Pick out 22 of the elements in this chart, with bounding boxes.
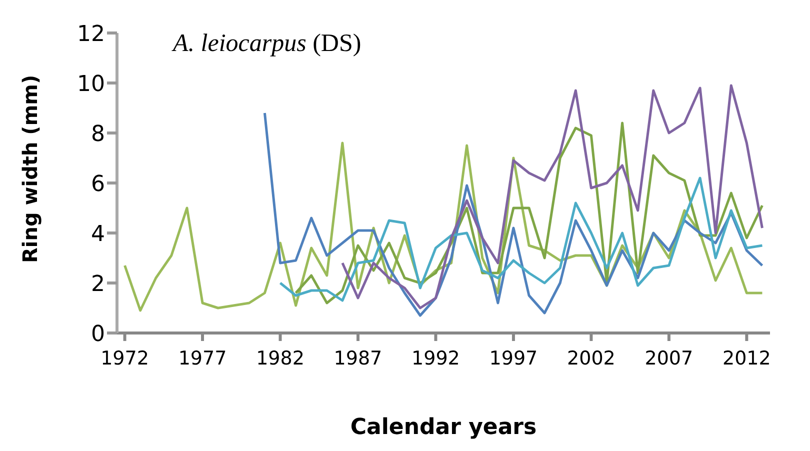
y-tick-label: 10 <box>77 72 105 97</box>
x-tick-label: 2012 <box>722 347 771 370</box>
x-tick-label: 1987 <box>334 347 382 370</box>
x-tick-label: 2007 <box>644 347 694 370</box>
chart-title: A. leiocarpus (DS) <box>173 30 362 58</box>
y-tick-label: 0 <box>91 322 105 347</box>
y-tick-label: 6 <box>91 172 105 197</box>
y-tick-label: 4 <box>91 222 105 247</box>
x-tick-label: 1972 <box>100 347 149 370</box>
y-tick-label: 12 <box>77 22 105 47</box>
x-tick-label: 1982 <box>256 347 304 370</box>
x-tick-label: 1992 <box>412 347 460 370</box>
y-tick-label: 2 <box>91 272 105 297</box>
line-series <box>279 176 764 302</box>
x-tick-label: 1977 <box>178 347 227 370</box>
y-axis-title: Ring width (mm) <box>18 74 42 263</box>
x-tick-label: 2002 <box>567 347 616 370</box>
x-tick-label: 1997 <box>489 347 538 370</box>
x-axis-title: Calendar years <box>350 415 537 440</box>
y-tick-label: 8 <box>91 122 105 147</box>
line-series <box>341 84 764 310</box>
line-series <box>294 122 764 304</box>
